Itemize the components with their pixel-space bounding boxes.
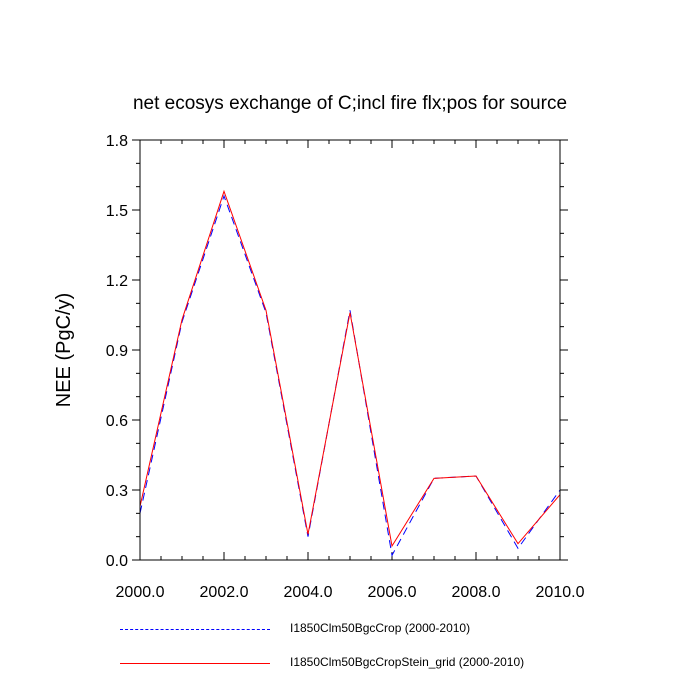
legend-entry-0: I1850Clm50BgcCrop (2000-2010) [120,620,680,640]
y-tick-label: 1.5 [106,203,128,220]
legend-label-1: I1850Clm50BgcCropStein_grid (2000-2010) [290,655,525,669]
y-axis-label: NEE (PgC/y) [53,293,75,407]
ticks-layer: 2000.0 2002.0 2004.0 2006.0 2008.0 2010.0 0.0 0… [106,133,585,601]
y-tick-label: 1.8 [106,133,128,150]
series-line-0 [139,194,561,557]
x-tick-label: 2002.0 [200,584,249,601]
chart-title: net ecosys exchange of C;incl fire flx;p… [133,93,567,114]
y-tick-label: 0.0 [106,553,128,570]
x-tick-label: 2008.0 [452,584,501,601]
y-tick-label: 0.3 [106,483,128,500]
series-layer [139,189,561,557]
x-tick-label: 2000.0 [116,584,165,601]
x-tick-label: 2004.0 [284,584,333,601]
legend-entry-1: I1850Clm50BgcCropStein_grid (2000-2010) [120,654,680,674]
y-tick-label: 0.9 [106,343,128,360]
x-tick-label: 2006.0 [368,584,417,601]
plot-frame [139,139,561,561]
series-line-1 [139,189,561,548]
y-tick-label: 0.6 [106,413,128,430]
x-tick-label: 2010.0 [536,584,585,601]
legend-swatch-solid-red [120,663,270,664]
legend-label-0: I1850Clm50BgcCrop (2000-2010) [290,621,471,635]
y-tick-label: 1.2 [106,273,128,290]
legend-swatch-dashed-blue [120,629,270,630]
